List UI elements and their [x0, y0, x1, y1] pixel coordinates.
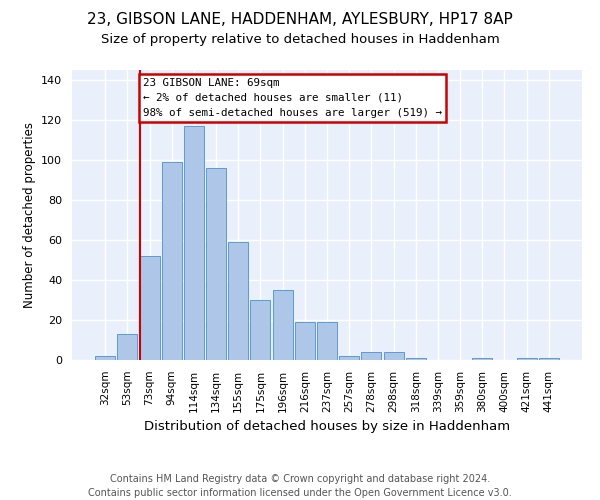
- Bar: [162, 162, 182, 360]
- Y-axis label: Number of detached properties: Number of detached properties: [23, 122, 35, 308]
- X-axis label: Distribution of detached houses by size in Haddenham: Distribution of detached houses by size …: [144, 420, 510, 433]
- Bar: [339, 356, 359, 360]
- Bar: [250, 300, 271, 360]
- Bar: [361, 352, 382, 360]
- Bar: [406, 358, 426, 360]
- Bar: [184, 126, 204, 360]
- Text: Size of property relative to detached houses in Haddenham: Size of property relative to detached ho…: [101, 32, 499, 46]
- Bar: [317, 322, 337, 360]
- Bar: [228, 242, 248, 360]
- Bar: [206, 168, 226, 360]
- Bar: [295, 322, 315, 360]
- Bar: [118, 334, 137, 360]
- Text: 23 GIBSON LANE: 69sqm
← 2% of detached houses are smaller (11)
98% of semi-detac: 23 GIBSON LANE: 69sqm ← 2% of detached h…: [143, 78, 442, 118]
- Text: Contains HM Land Registry data © Crown copyright and database right 2024.
Contai: Contains HM Land Registry data © Crown c…: [88, 474, 512, 498]
- Bar: [272, 290, 293, 360]
- Bar: [517, 358, 536, 360]
- Bar: [539, 358, 559, 360]
- Bar: [140, 256, 160, 360]
- Bar: [472, 358, 492, 360]
- Text: 23, GIBSON LANE, HADDENHAM, AYLESBURY, HP17 8AP: 23, GIBSON LANE, HADDENHAM, AYLESBURY, H…: [87, 12, 513, 28]
- Bar: [95, 356, 115, 360]
- Bar: [383, 352, 404, 360]
